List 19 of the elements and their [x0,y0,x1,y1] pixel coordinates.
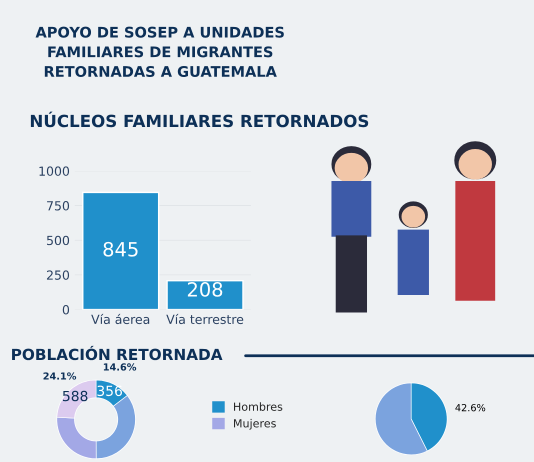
text: 24.1% [44,372,76,380]
chart-title: APOYO DE SOSEP A UNIDADES FAMILIARES DE MIGRANTES RETORNADAS A GUATEMALA [36,26,284,78]
y-tick-label: 500 [47,236,70,246]
y-tick-label: 1000 [39,166,70,176]
chart-title: POBLACIÓN RETORNADA [12,346,222,360]
chart-subtitle: NÚCLEOS FAMILIARES RETORNADOS [30,112,368,128]
x-tick-label: Vía terrestre [166,314,244,324]
y-tick-label: 0 [62,305,70,314]
legend-label: Mujeres [234,418,276,430]
y-tick-label: 250 [46,270,70,280]
text: 14.6% [104,363,136,371]
data-label: 356 [97,386,122,396]
data-label: 845 [103,242,138,257]
x-tick-label: Vía áerea [91,314,150,324]
data-label: 588 [62,390,88,402]
data-label: 208 [188,282,222,297]
data-label: 42.6% [455,404,486,412]
y-tick-label: 750 [47,201,70,211]
legend-label: Hombres [234,402,282,411]
